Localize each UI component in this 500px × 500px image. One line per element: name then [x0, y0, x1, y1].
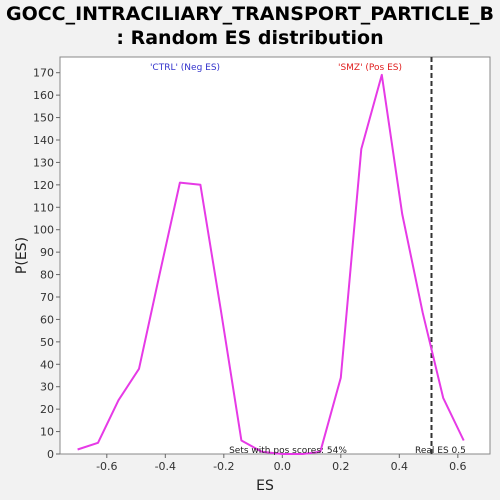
- y-tick-label: 70: [40, 291, 54, 304]
- y-tick-label: 160: [33, 89, 54, 102]
- y-tick-label: 90: [40, 246, 54, 259]
- x-tick-label: -0.4: [155, 460, 176, 473]
- y-tick-label: 30: [40, 381, 54, 394]
- pos-scores-fraction-label: Sets with pos scores: 54%: [229, 446, 347, 456]
- y-axis-title: P(ES): [14, 237, 30, 274]
- chart-title-line-1: GOCC_INTRACILIARY_TRANSPORT_PARTICLE_B: [5, 3, 495, 25]
- y-tick-label: 0: [47, 448, 54, 461]
- y-tick-label: 170: [33, 67, 54, 80]
- y-tick-label: 100: [33, 224, 54, 237]
- y-tick-label: 20: [40, 403, 54, 416]
- y-tick-label: 150: [33, 112, 54, 125]
- plot-area: [59, 56, 491, 455]
- y-tick-label: 140: [33, 134, 54, 147]
- x-axis: -0.6 -0.4 -0.2 0.0 0.2 0.4 0.6: [96, 454, 467, 473]
- chart-title: GOCC_INTRACILIARY_TRANSPORT_PARTICLE_B :…: [0, 2, 500, 50]
- x-tick-label: 0.6: [449, 460, 467, 473]
- x-axis-title: ES: [256, 478, 274, 494]
- neg-es-label: 'CTRL' (Neg ES): [150, 63, 220, 73]
- pos-es-label: 'SMZ' (Pos ES): [338, 63, 402, 73]
- y-tick-label: 130: [33, 156, 54, 169]
- real-es-label: Real ES 0.5: [415, 446, 466, 456]
- chart-title-line-2: : Random ES distribution: [116, 27, 384, 49]
- y-tick-label: 120: [33, 179, 54, 192]
- y-tick-label: 40: [40, 358, 54, 371]
- y-axis: 0 10 20 30 40 50 60 70 80 90 100 110 120 130 140 150 160…: [33, 67, 60, 461]
- y-tick-label: 110: [33, 201, 54, 214]
- y-tick-label: 60: [40, 313, 54, 326]
- x-tick-label: 0.0: [274, 460, 292, 473]
- series-line: [77, 73, 465, 455]
- x-tick-label: -0.2: [213, 460, 234, 473]
- x-tick-label: -0.6: [96, 460, 117, 473]
- y-tick-label: 10: [40, 426, 54, 439]
- y-tick-label: 80: [40, 269, 54, 282]
- x-tick-label: 0.2: [332, 460, 350, 473]
- x-tick-label: 0.4: [391, 460, 409, 473]
- y-tick-label: 50: [40, 336, 54, 349]
